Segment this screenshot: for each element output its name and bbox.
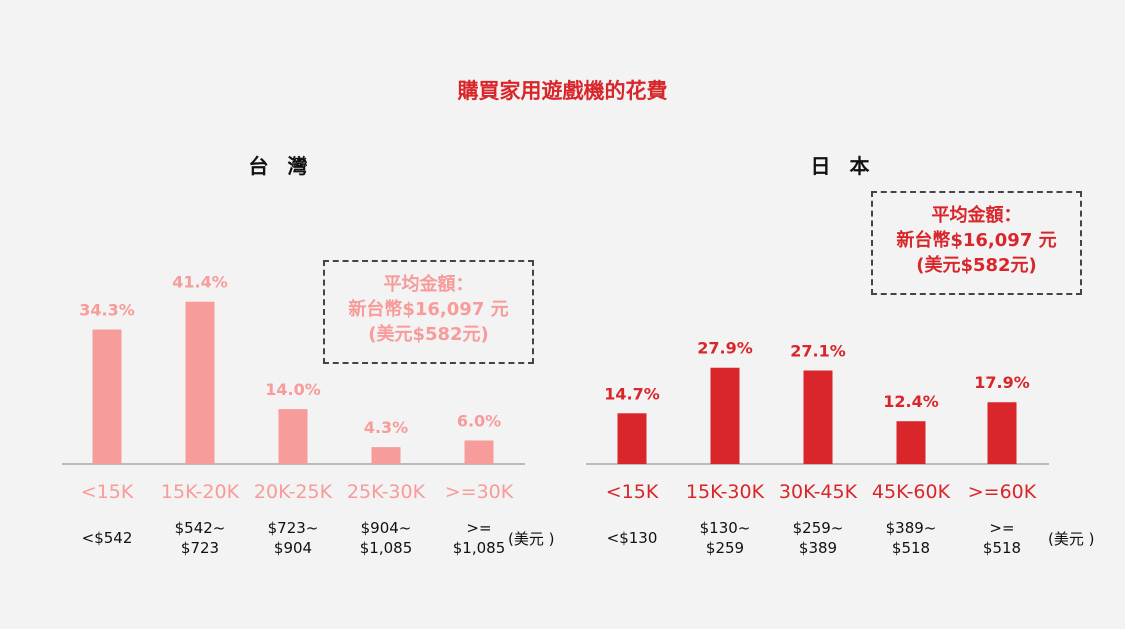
bar [896,421,926,464]
usd-range-label: $259~ $389 [763,518,873,558]
average-box-japan: 平均金額： 新台幣$16,097 元 (美元$582元) [871,191,1082,295]
usd-range-line: $1,085 [359,539,413,557]
usd-unit-label: (美元 ) [508,530,555,548]
usd-range-line: $518 [891,539,931,557]
usd-range-line: $389~ [885,519,937,537]
average-line: (美元$582元) [368,324,489,345]
category-label: 15K-30K [685,481,765,503]
average-line: (美元$582元) [916,255,1037,276]
data-label: 34.3% [79,301,135,320]
taiwan-bar-chart: 34.3% 41.4% 14.0% 4.3% 6.0% [62,273,525,465]
usd-range-label: >= $518 [947,518,1057,558]
data-label: 12.4% [883,392,939,411]
data-label: 17.9% [974,373,1030,392]
bar [803,370,833,464]
bar [464,440,494,464]
usd-range-label: $542~ $723 [145,518,255,558]
usd-range-label: >= $1,085 [424,518,534,558]
usd-range-label: <$542 [52,528,162,548]
category-label: >=30K [444,481,514,503]
category-label: 15K-20K [160,481,240,503]
bar [710,367,740,464]
category-label: 25K-30K [346,481,426,503]
usd-range-line: $723 [180,539,220,557]
category-label: <15K [80,481,134,503]
usd-range-line: $904~ [360,519,412,537]
category-label: 45K-60K [871,481,951,503]
category-label: 20K-25K [253,481,333,503]
data-label: 27.9% [697,339,753,358]
usd-range-line: $1,085 [452,539,506,557]
category-label: >=60K [967,481,1037,503]
usd-range-line: $130~ [699,519,751,537]
bar [185,301,215,464]
usd-range-line: >= [466,519,492,537]
category-label: 30K-45K [778,481,858,503]
average-line: 新台幣$16,097 元 [348,299,509,320]
usd-range-line: <$542 [81,529,133,547]
usd-range-line: $389 [798,539,838,557]
bar [278,409,308,464]
usd-range-label: $389~ $518 [856,518,966,558]
panel-title-taiwan: 台 灣 [248,154,314,178]
usd-range-line: $259 [705,539,745,557]
usd-range-label: $130~ $259 [670,518,780,558]
chart-title: 購買家用遊戲機的花費 [457,79,668,103]
usd-range-line: $904 [273,539,313,557]
bar [617,413,647,464]
usd-range-line: <$130 [606,529,658,547]
bar [371,447,401,464]
average-line: 平均金額： [383,274,474,295]
average-line: 新台幣$16,097 元 [896,230,1057,251]
panel-title-japan: 日 本 [810,154,876,178]
data-label: 14.0% [265,380,321,399]
usd-range-line: $542~ [174,519,226,537]
data-label: 4.3% [364,418,408,437]
usd-range-label: <$130 [577,528,687,548]
usd-range-line: >= [989,519,1015,537]
bar [987,402,1017,464]
category-label: <15K [605,481,659,503]
taiwan-panel: 台 灣 34.3% 41.4% 14.0% 4.3% 6.0% 平均金額： 新台幣$16… [0,0,562,629]
usd-range-line: $518 [982,539,1022,557]
usd-unit-label: (美元 ) [1048,530,1095,548]
data-label: 14.7% [604,384,660,403]
japan-panel: 日 本 14.7% 27.9% 27.1% 12.4% 17.9% 平均金額： 新台幣$… [562,0,1124,629]
usd-range-line: $723~ [267,519,319,537]
average-line: 平均金額： [931,205,1022,226]
usd-range-line: $259~ [792,519,844,537]
usd-range-label: $723~ $904 [238,518,348,558]
data-label: 41.4% [172,273,228,292]
japan-bar-chart: 14.7% 27.9% 27.1% 12.4% 17.9% [586,339,1049,465]
data-label: 6.0% [457,411,501,430]
usd-range-label: $904~ $1,085 [331,518,441,558]
average-box-taiwan: 平均金額： 新台幣$16,097 元 (美元$582元) [323,260,534,364]
bar [92,329,122,464]
data-label: 27.1% [790,342,846,361]
